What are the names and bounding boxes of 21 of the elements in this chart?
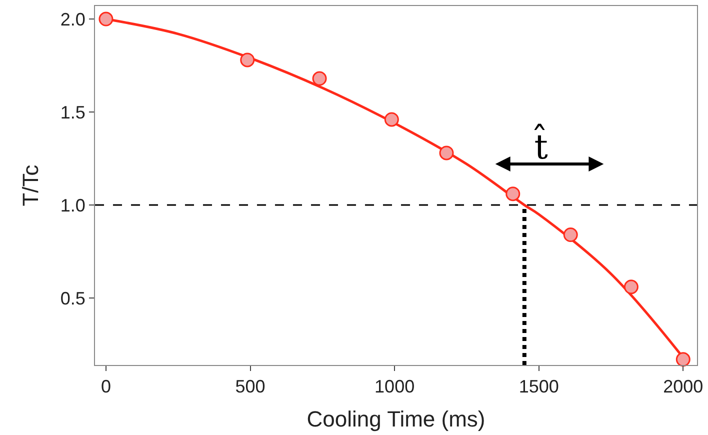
x-tick-label: 2000 — [663, 376, 704, 397]
x-tick-label: 0 — [100, 376, 111, 397]
point — [98, 12, 114, 26]
point — [240, 52, 255, 68]
x-tick-label: 500 — [235, 376, 266, 397]
point — [563, 228, 578, 242]
y-tick-label: 2.0 — [60, 9, 86, 30]
point — [384, 112, 399, 127]
point — [439, 146, 454, 160]
point — [506, 186, 520, 202]
annotation: t̂ — [534, 123, 548, 168]
point — [624, 280, 638, 294]
point — [312, 71, 327, 86]
y-axis-title: T/Tc — [18, 164, 44, 206]
y-tick-label: 0.5 — [60, 288, 86, 308]
x-tick-label: 1000 — [374, 376, 415, 397]
x-tick-label: 1500 — [518, 376, 559, 397]
y-tick-label: 1.5 — [60, 102, 86, 122]
x-axis-title: Cooling Time (ms) — [306, 406, 486, 432]
point — [676, 352, 690, 367]
y-tick-label: 1.0 — [60, 195, 86, 216]
